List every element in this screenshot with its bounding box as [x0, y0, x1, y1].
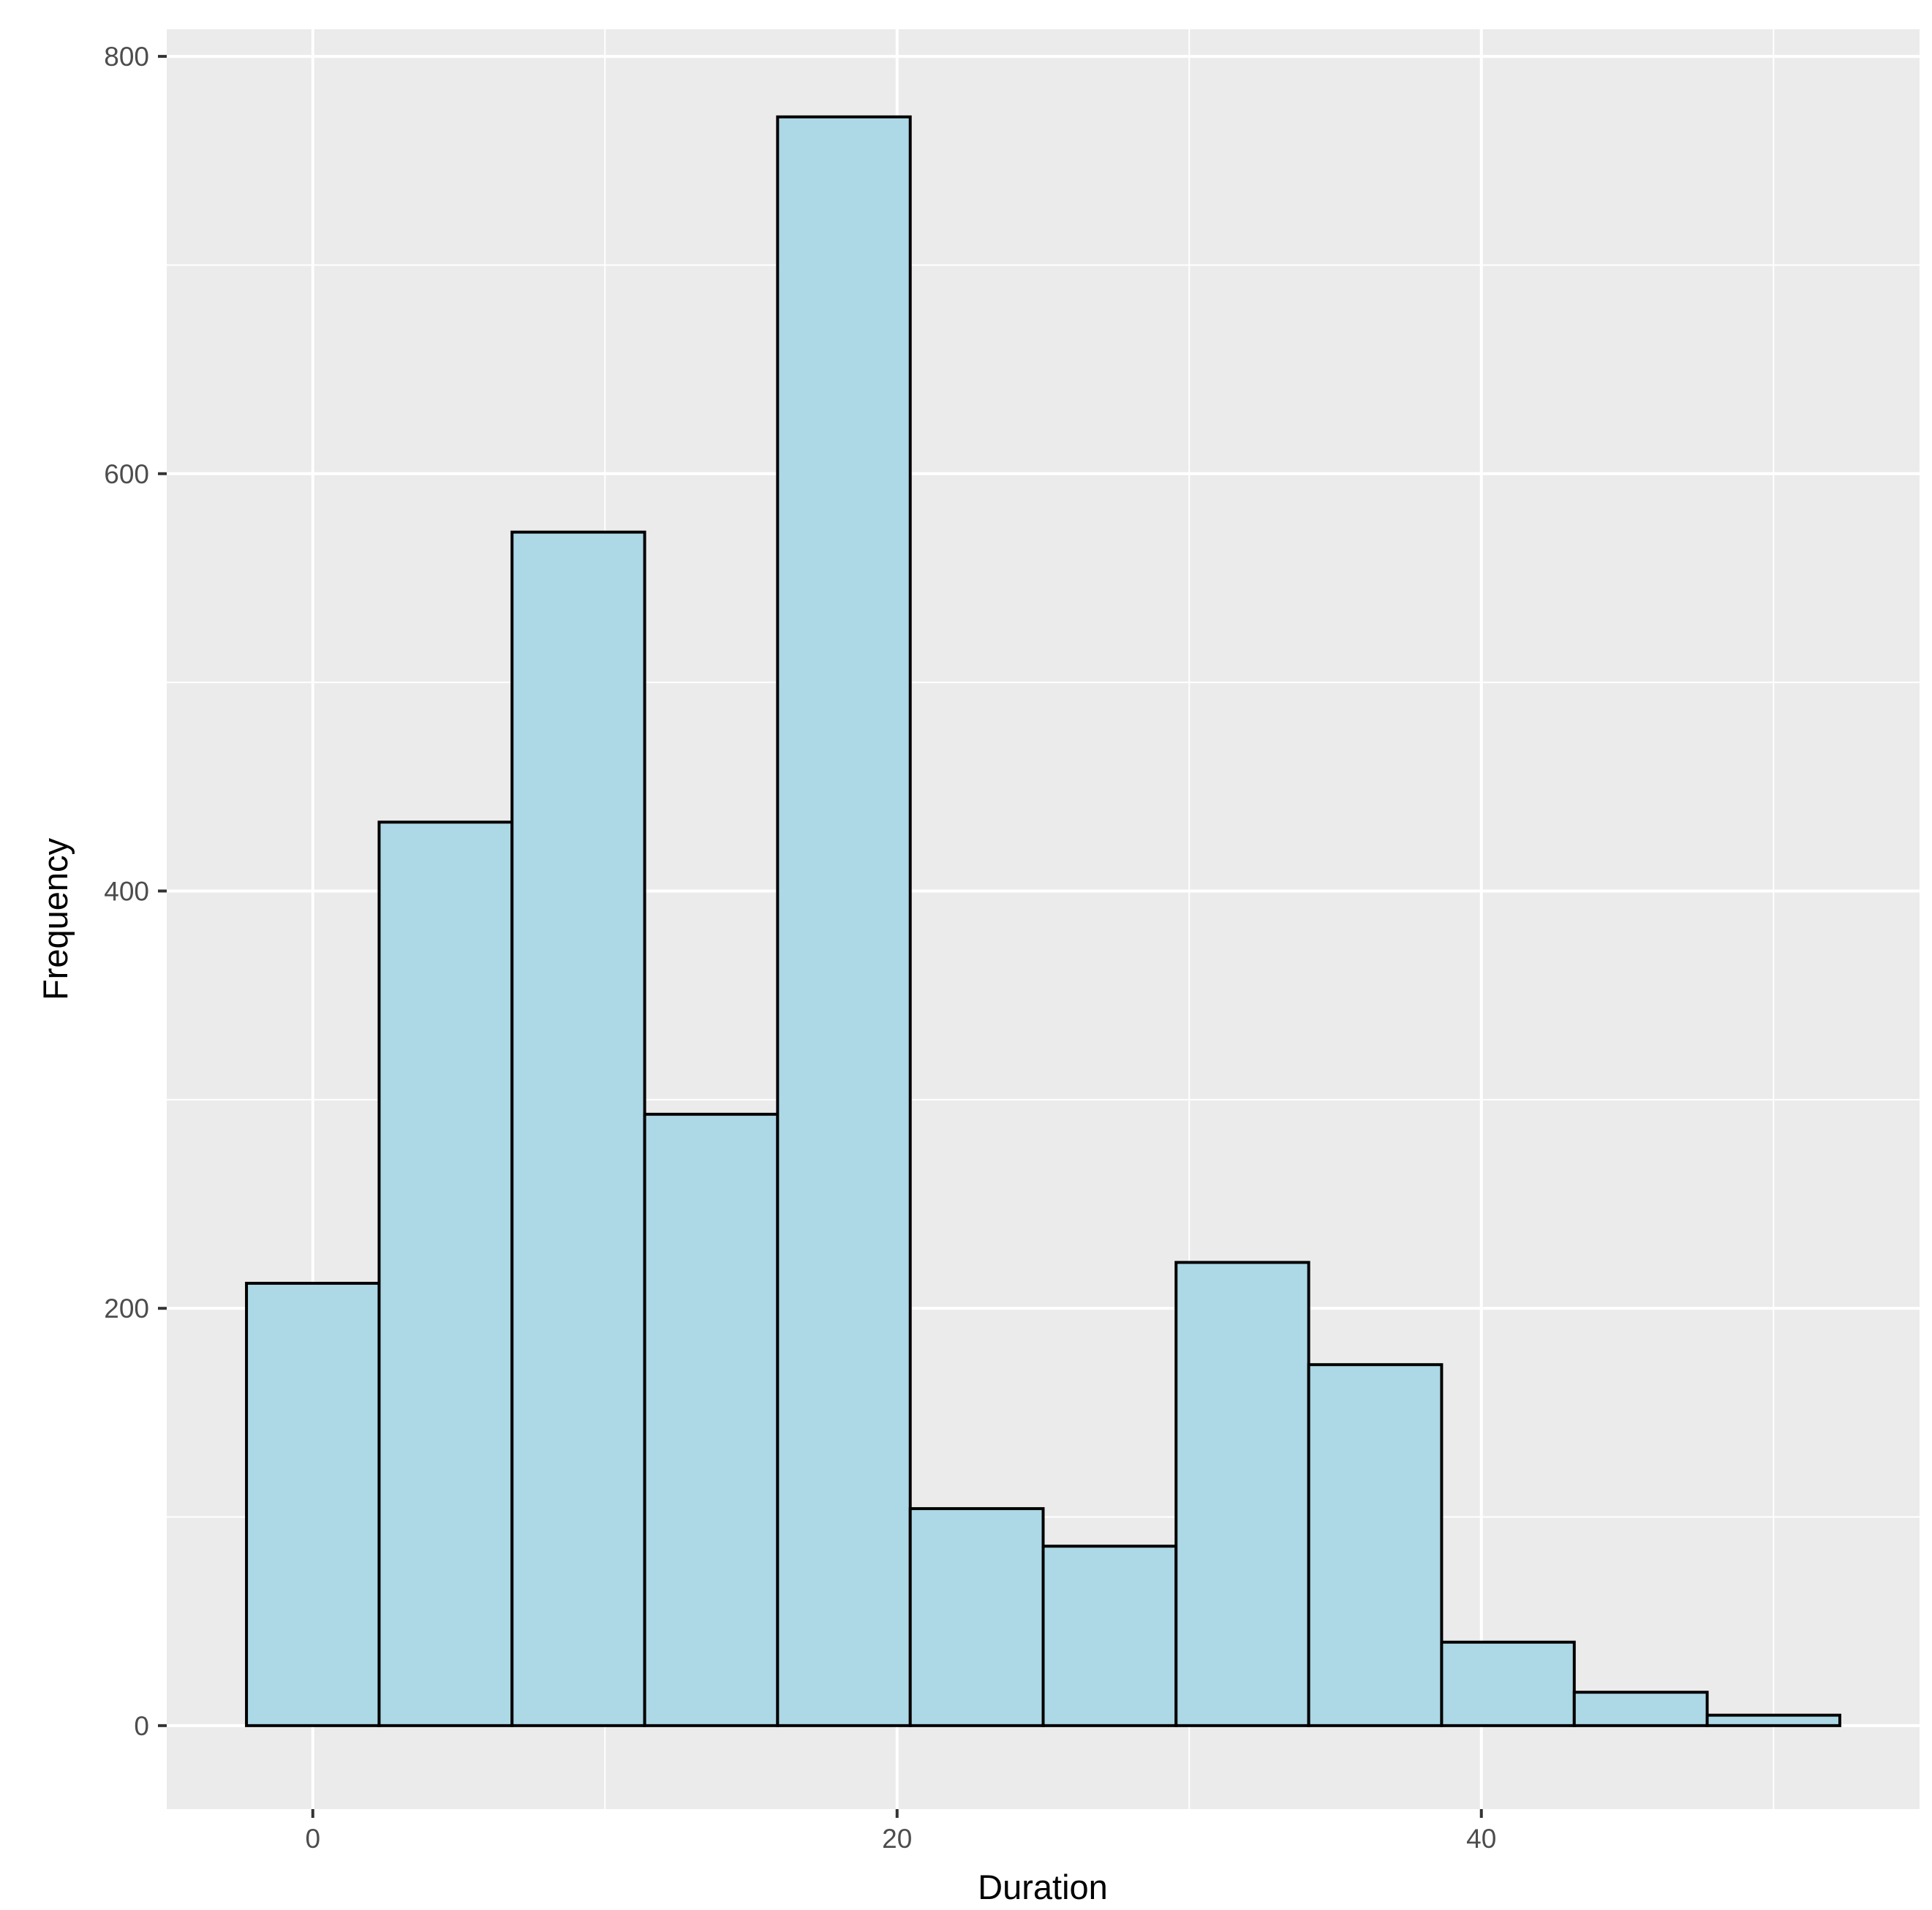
histogram-bar	[1307, 1363, 1444, 1727]
y-axis-title: Frequency	[36, 837, 75, 1000]
histogram-bar	[776, 115, 912, 1727]
histogram-bar	[1572, 1691, 1709, 1727]
histogram-bar	[377, 820, 514, 1727]
x-axis-title: Duration	[978, 1868, 1108, 1906]
histogram-bar	[1440, 1640, 1576, 1727]
histogram-bar	[245, 1281, 381, 1727]
histogram-bar	[1705, 1713, 1841, 1727]
y-tick-label: 800	[104, 42, 149, 72]
histogram-bar	[1041, 1544, 1178, 1727]
x-tick-label: 0	[305, 1824, 320, 1854]
x-tick-label: 40	[1466, 1824, 1496, 1854]
y-tick-label: 600	[104, 459, 149, 489]
x-axis: 0 20 40	[305, 1809, 1496, 1854]
y-tick-label: 400	[104, 876, 149, 906]
histogram-bar	[908, 1507, 1045, 1727]
histogram-bar	[510, 530, 646, 1727]
histogram-bars	[245, 115, 1841, 1727]
y-tick-label: 0	[134, 1711, 149, 1741]
y-axis: 0 200 400 600 800	[104, 42, 167, 1741]
histogram-bar	[643, 1112, 780, 1727]
y-tick-label: 200	[104, 1294, 149, 1324]
histogram-bar	[1174, 1261, 1310, 1727]
x-tick-label: 20	[882, 1824, 912, 1854]
